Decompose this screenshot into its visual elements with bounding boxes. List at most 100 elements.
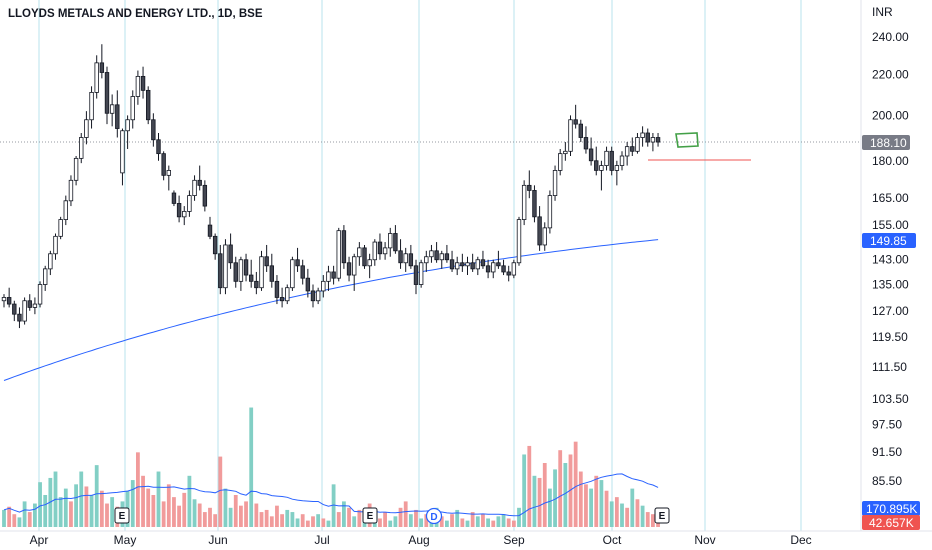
candle [640, 126, 645, 147]
candle [269, 253, 274, 288]
price-axis-tick: 91.50 [872, 445, 902, 459]
candle [444, 244, 450, 263]
volume-bar [197, 503, 202, 527]
candle [279, 287, 285, 308]
candle [37, 281, 43, 308]
candle [542, 222, 547, 251]
candle [367, 253, 372, 279]
candle [187, 190, 192, 217]
earnings-badge-1[interactable]: E [114, 507, 130, 524]
volume-bar [553, 469, 557, 527]
price-axis[interactable]: 240.00 220.00 200.00 180.00 165.00 155.00 143.… [872, 30, 909, 488]
candle-body [171, 192, 177, 204]
candle [341, 225, 347, 269]
earnings-badge-2[interactable]: E [362, 507, 378, 524]
candle-body [630, 146, 635, 152]
candles-group [1, 44, 661, 329]
volume-bar [450, 514, 454, 527]
candle [645, 128, 650, 147]
candle [599, 160, 604, 191]
volume-bar [408, 514, 413, 527]
candle-body [439, 253, 444, 261]
candle-body [336, 230, 341, 279]
candle [650, 132, 656, 152]
volume-bar [537, 477, 542, 527]
candle-body [254, 280, 259, 289]
volume-bar [84, 486, 89, 527]
candle-body [223, 244, 228, 289]
volume-bar [475, 516, 480, 527]
volume-bar [584, 484, 588, 527]
candle [12, 300, 17, 322]
volume-tag: 42.657K [862, 515, 920, 530]
candle [68, 175, 74, 207]
candle [79, 132, 84, 164]
earnings-badge-3[interactable]: E [654, 507, 670, 524]
candle [161, 151, 166, 181]
volume-bar [599, 480, 604, 527]
candle-body [248, 274, 254, 282]
candle-body [218, 253, 223, 289]
volume-bar [558, 450, 563, 527]
time-axis[interactable]: Apr May Jun Jul Aug Sep Oct Nov Dec [30, 533, 812, 547]
price-axis-tick: 200.00 [872, 108, 909, 122]
volume-bar [532, 475, 537, 527]
candle-body [315, 290, 321, 302]
candle-body [310, 290, 316, 302]
candle [393, 225, 398, 254]
candle-body [12, 303, 17, 315]
volume-bar [89, 495, 94, 527]
candle-body [429, 250, 434, 258]
candle-body [176, 203, 182, 218]
candle-body [321, 280, 326, 292]
candle [120, 128, 125, 186]
candle-body [480, 259, 486, 267]
volume-bar [645, 512, 650, 527]
candle-body [212, 235, 218, 255]
candle-body [259, 256, 264, 289]
volume-bar [223, 488, 228, 527]
candle [655, 132, 661, 147]
candle [94, 55, 99, 99]
candle [362, 244, 367, 269]
volume-bar [182, 492, 187, 527]
candle-body [48, 253, 53, 270]
candle-body [285, 287, 290, 302]
candle-body [367, 259, 372, 267]
time-axis-label: Apr [30, 533, 49, 547]
candle-body [578, 123, 583, 138]
volume-bar [609, 501, 614, 527]
dividend-badge[interactable]: D [425, 507, 443, 525]
candle [506, 265, 511, 282]
volume-bar [264, 509, 269, 527]
candle-body [269, 265, 274, 282]
volume-bar [491, 520, 496, 527]
volume-bar [290, 512, 295, 527]
candle [588, 137, 594, 166]
candle [408, 244, 414, 269]
candle-body [609, 150, 614, 171]
candle-body [594, 160, 599, 171]
candle [418, 259, 424, 288]
candle-body [135, 75, 141, 97]
volume-bar [27, 512, 32, 527]
volume-bar [522, 454, 527, 527]
volume-bar [218, 456, 223, 527]
candle-body [624, 146, 630, 157]
time-axis-label: Sep [503, 533, 525, 547]
candle-body [619, 155, 625, 166]
candle [151, 113, 156, 147]
highlight-box-drawing[interactable] [675, 132, 699, 148]
candle-body [645, 132, 650, 143]
candle [207, 216, 213, 240]
candle [491, 259, 496, 279]
candle-body [377, 241, 383, 255]
candle [537, 206, 542, 251]
candle-body [516, 219, 522, 264]
price-axis-tick: 135.00 [872, 278, 909, 292]
candle [413, 259, 419, 295]
candle [382, 242, 388, 260]
volume-bar [249, 407, 254, 527]
volume-bar [563, 463, 568, 527]
